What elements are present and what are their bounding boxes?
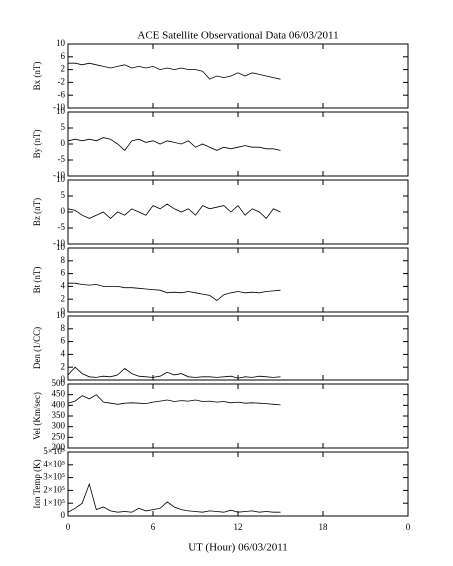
- y-tick-label: 2: [61, 361, 66, 371]
- y-tick-label: 200: [52, 442, 66, 452]
- y-tick-label: 2: [61, 293, 66, 303]
- y-tick-label: 6: [61, 336, 66, 346]
- y-tick-label: -5: [58, 154, 66, 164]
- y-tick-label: -10: [53, 102, 65, 112]
- y-tick-label: 4: [61, 280, 66, 290]
- y-tick-label: 10: [56, 174, 66, 184]
- y-tick-label: 8: [61, 255, 66, 265]
- panel-frame: [67, 179, 409, 245]
- y-tick-label: 2×10⁵: [43, 484, 65, 494]
- y-tick-label: 5×10⁵: [43, 446, 65, 456]
- y-tick-label: 400: [52, 399, 66, 409]
- y-tick-label: 0: [61, 306, 66, 316]
- y-tick-label: 10: [56, 38, 66, 48]
- y-tick-label: 5: [61, 190, 66, 200]
- y-tick-label: 2: [61, 64, 66, 74]
- y-tick-label: -6: [58, 89, 66, 99]
- panel-frame: [67, 43, 409, 109]
- data-line: [67, 394, 281, 406]
- x-tick-label: 0: [66, 522, 71, 532]
- y-tick-label: 450: [52, 389, 66, 399]
- y-tick-label: 6: [61, 51, 66, 61]
- x-axis-label: UT (Hour) 06/03/2011: [188, 542, 288, 554]
- data-line: [67, 137, 281, 151]
- y-tick-label: 250: [52, 431, 66, 441]
- data-line: [68, 62, 281, 80]
- y-tick-label: 5: [61, 122, 66, 132]
- y-axis-label: Den (1/CC): [32, 327, 42, 369]
- y-tick-label: 10: [56, 106, 66, 116]
- y-axis-label: By (nT): [32, 130, 42, 159]
- y-axis-label: Bx (nT): [32, 62, 42, 91]
- panel-frame: [67, 451, 409, 517]
- y-axis-label: Bz (nT): [32, 198, 42, 226]
- data-line: [67, 482, 281, 513]
- x-tick-label: 12: [234, 522, 243, 532]
- y-tick-label: 500: [52, 378, 66, 388]
- y-tick-label: -5: [58, 222, 66, 232]
- x-tick-label: 18: [319, 522, 329, 532]
- y-tick-label: 4: [61, 348, 66, 358]
- y-tick-label: -2: [58, 76, 66, 86]
- panel-frame: [67, 247, 409, 313]
- panel-frame: [67, 383, 409, 449]
- data-line: [67, 203, 281, 219]
- y-tick-label: 1×10⁵: [43, 497, 65, 507]
- y-tick-label: 10: [56, 310, 66, 320]
- y-tick-label: 6: [61, 268, 66, 278]
- panel-frame: [67, 315, 409, 381]
- chart-title: ACE Satellite Observational Data 06/03/2…: [137, 30, 338, 42]
- data-line: [68, 282, 281, 302]
- panel-frame: [67, 111, 409, 177]
- y-tick-label: -10: [53, 238, 65, 248]
- y-axis-label: Bt (nT): [32, 267, 42, 294]
- y-tick-label: 3×10⁵: [43, 472, 65, 482]
- y-tick-label: 0: [61, 206, 66, 216]
- y-axis-label: Ion Temp (K): [32, 459, 42, 508]
- data-line: [67, 366, 281, 379]
- y-tick-label: -10: [53, 170, 65, 180]
- x-tick-label: 0: [406, 522, 411, 532]
- y-tick-label: 0: [61, 510, 66, 520]
- y-tick-label: 0: [61, 138, 66, 148]
- x-tick-label: 6: [151, 522, 156, 532]
- y-tick-label: 0: [61, 374, 66, 384]
- y-tick-label: 8: [61, 323, 66, 333]
- y-axis-label: Vel (Km/sec): [32, 392, 42, 440]
- y-tick-label: 4×10⁵: [43, 459, 65, 469]
- y-tick-label: 300: [52, 421, 66, 431]
- y-tick-label: 350: [52, 410, 66, 420]
- y-tick-label: 10: [56, 242, 66, 252]
